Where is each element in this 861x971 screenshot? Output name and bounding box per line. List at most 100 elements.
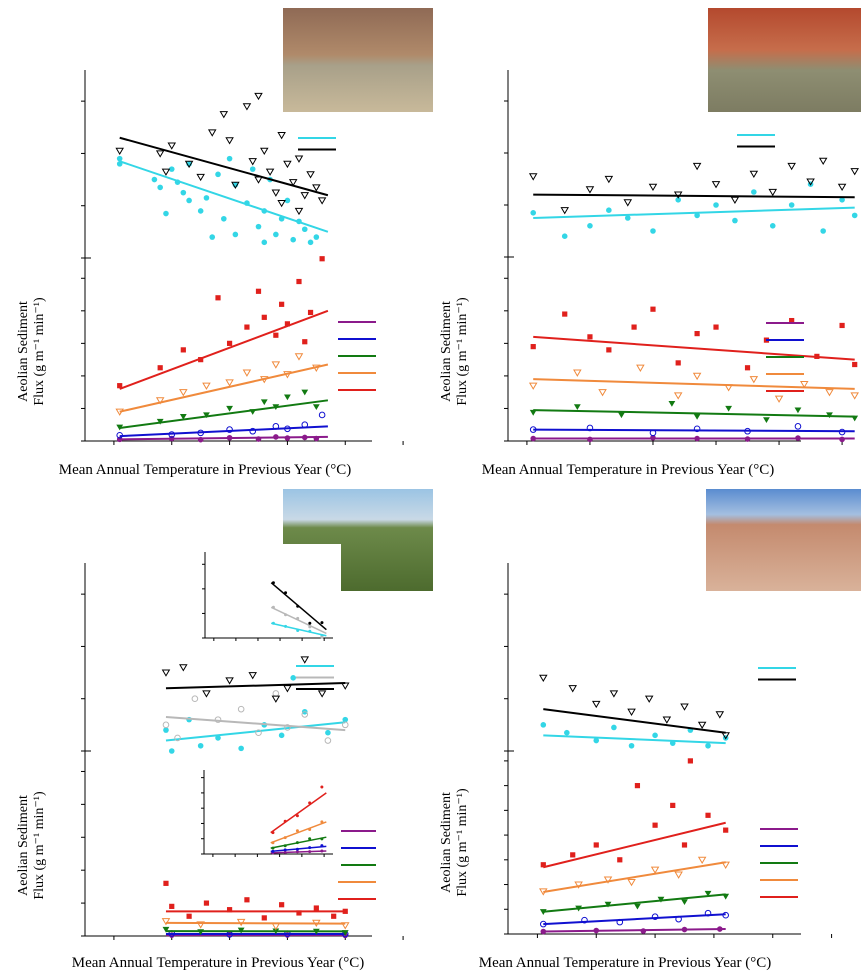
data-point bbox=[221, 215, 227, 222]
inset-point bbox=[308, 837, 312, 841]
inset-point bbox=[320, 837, 324, 841]
data-point bbox=[687, 758, 693, 764]
trend-line bbox=[119, 363, 329, 413]
inset-point bbox=[271, 831, 275, 835]
y-axis-label: Aeolian Sediment bbox=[439, 301, 454, 402]
data-point bbox=[312, 404, 320, 411]
photo-c bbox=[708, 8, 861, 112]
data-point bbox=[279, 301, 285, 307]
data-point bbox=[290, 236, 297, 243]
series-4 bbox=[530, 306, 858, 371]
data-point bbox=[215, 295, 221, 301]
data-point bbox=[574, 881, 583, 889]
series-1 bbox=[162, 690, 349, 744]
inset-point bbox=[271, 849, 275, 853]
data-point bbox=[226, 907, 233, 913]
series-0 bbox=[540, 926, 726, 935]
inset-point bbox=[320, 844, 324, 848]
series-0 bbox=[116, 155, 329, 246]
data-point bbox=[232, 231, 239, 238]
data-point bbox=[668, 400, 676, 407]
data-point bbox=[197, 742, 204, 749]
data-point bbox=[215, 171, 221, 178]
trend-line bbox=[119, 425, 328, 438]
data-point bbox=[331, 913, 337, 919]
data-point bbox=[585, 186, 595, 194]
data-point bbox=[161, 168, 171, 176]
data-point bbox=[721, 732, 730, 740]
data-point bbox=[673, 392, 683, 400]
data-point bbox=[806, 178, 815, 186]
inset-trend-line bbox=[270, 792, 327, 834]
data-point bbox=[226, 405, 233, 412]
trend-line bbox=[543, 861, 726, 893]
inset-point bbox=[284, 613, 288, 617]
inset-point bbox=[283, 819, 287, 823]
inset bbox=[177, 544, 341, 654]
data-point bbox=[294, 155, 304, 163]
inset-point bbox=[295, 841, 299, 845]
trend-line bbox=[165, 682, 346, 690]
data-point bbox=[255, 223, 262, 230]
data-point bbox=[162, 926, 170, 933]
series-0 bbox=[530, 181, 858, 239]
data-point bbox=[634, 783, 641, 789]
data-point bbox=[226, 155, 233, 162]
data-point bbox=[652, 732, 658, 739]
data-point bbox=[725, 405, 733, 412]
data-point bbox=[787, 162, 796, 171]
data-point bbox=[244, 324, 250, 330]
inset-point bbox=[295, 847, 299, 851]
y-axis-label-units: Flux (g m⁻¹ min⁻¹) bbox=[455, 297, 470, 406]
series-2 bbox=[161, 656, 350, 703]
data-point bbox=[249, 166, 256, 172]
photo-a bbox=[283, 8, 433, 112]
data-point bbox=[650, 866, 660, 874]
data-point bbox=[161, 918, 171, 926]
data-point bbox=[598, 389, 607, 397]
data-point bbox=[794, 407, 802, 414]
data-point bbox=[768, 188, 778, 197]
data-point bbox=[711, 181, 721, 189]
data-point bbox=[744, 365, 751, 371]
photo-g bbox=[706, 489, 861, 591]
data-point bbox=[202, 382, 211, 390]
legend bbox=[758, 667, 796, 681]
data-point bbox=[697, 721, 707, 730]
data-point bbox=[255, 288, 262, 294]
inset-point bbox=[296, 628, 300, 632]
y-axis-label: Aeolian Sediment bbox=[16, 301, 31, 402]
data-point bbox=[198, 357, 204, 363]
trend-line bbox=[543, 913, 726, 926]
data-point bbox=[788, 202, 795, 208]
data-point bbox=[627, 708, 636, 716]
data-point bbox=[697, 856, 707, 864]
inset-point bbox=[308, 629, 312, 633]
inset-point bbox=[283, 850, 287, 854]
data-point bbox=[606, 207, 612, 213]
data-point bbox=[157, 184, 163, 191]
data-point bbox=[162, 721, 170, 729]
data-point bbox=[260, 147, 269, 156]
trend-line bbox=[165, 921, 346, 925]
data-point bbox=[180, 189, 187, 196]
legend bbox=[296, 665, 334, 690]
data-point bbox=[539, 674, 548, 682]
series-1 bbox=[540, 909, 729, 928]
data-point bbox=[704, 890, 712, 897]
data-point bbox=[180, 347, 186, 353]
data-point bbox=[652, 822, 658, 828]
data-point bbox=[174, 734, 181, 742]
data-point bbox=[662, 716, 672, 724]
inset-point bbox=[295, 814, 299, 818]
inset bbox=[176, 762, 341, 870]
data-point bbox=[530, 344, 536, 350]
data-point bbox=[587, 334, 593, 340]
inset-trend-line bbox=[270, 606, 327, 635]
legend bbox=[338, 321, 376, 391]
data-point bbox=[713, 324, 719, 330]
trend-line bbox=[533, 378, 855, 390]
data-point bbox=[636, 364, 645, 372]
data-point bbox=[749, 376, 759, 384]
data-point bbox=[573, 369, 582, 377]
